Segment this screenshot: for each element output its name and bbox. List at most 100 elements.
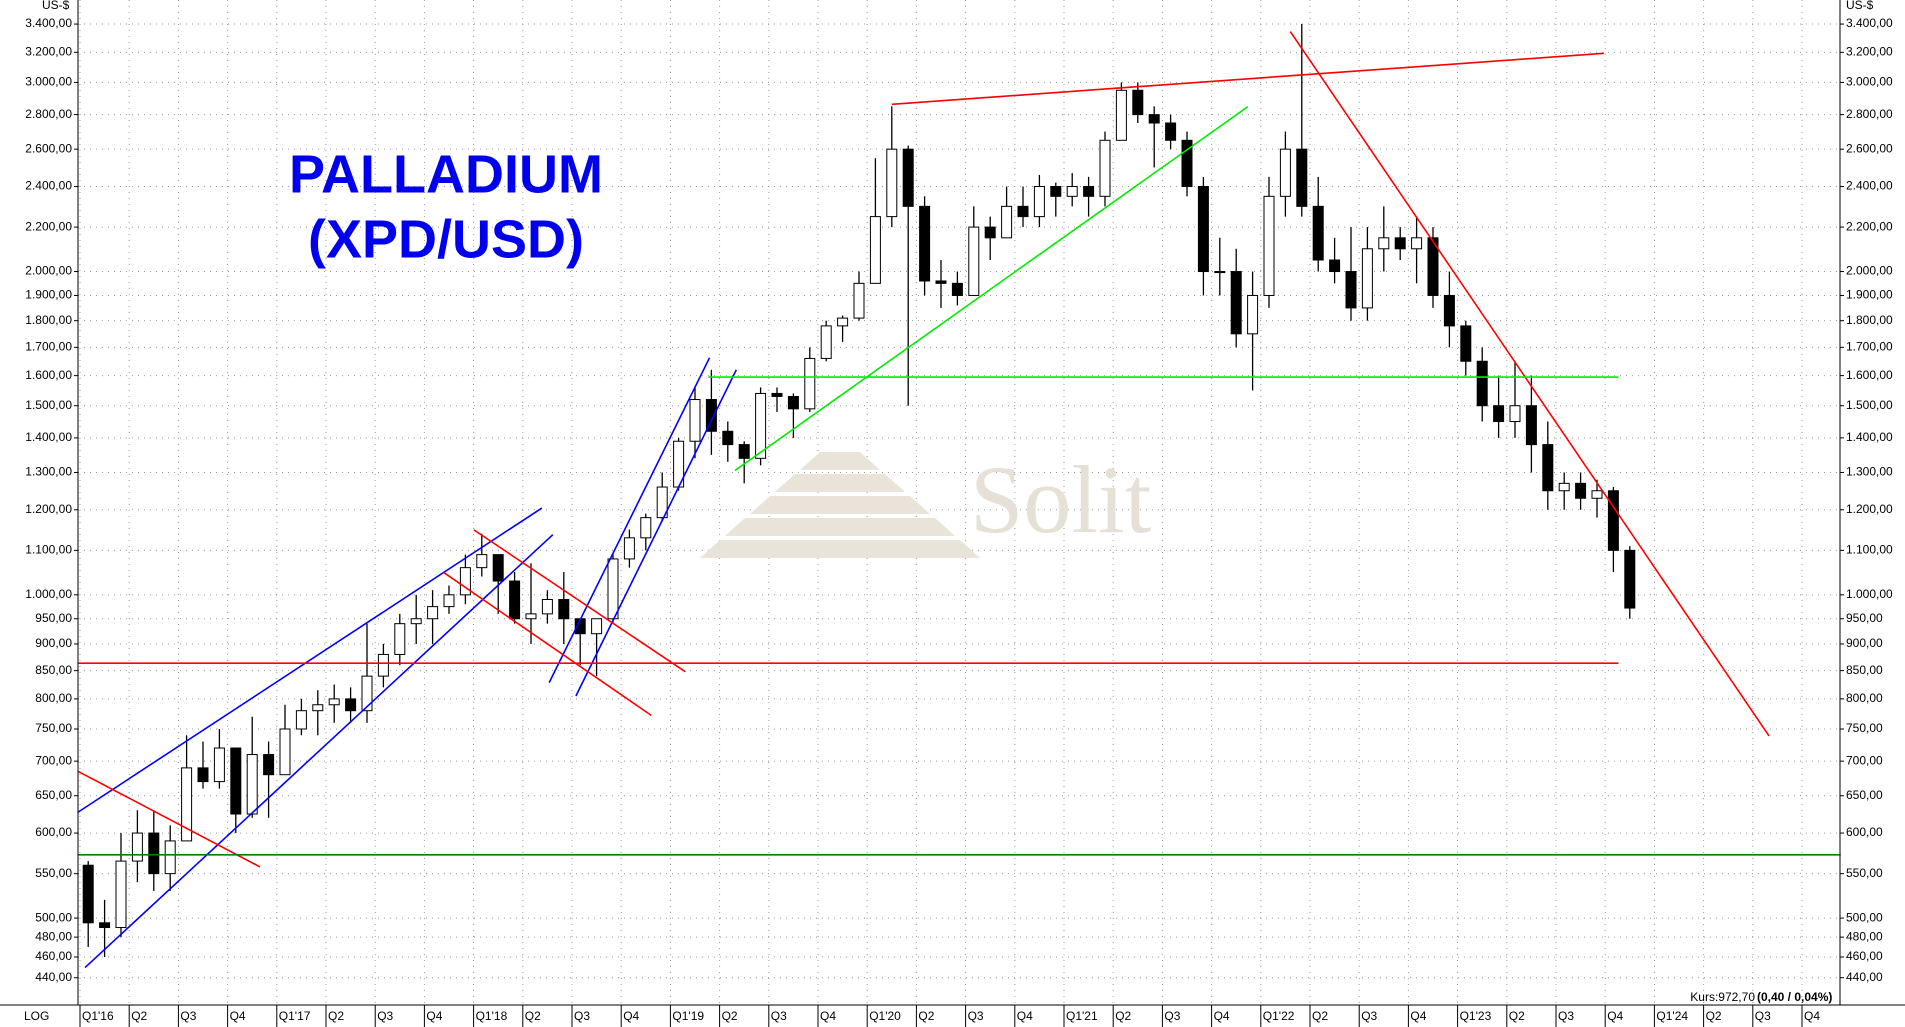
chart-title: (XPD/USD) [308, 209, 584, 269]
y-tick-label: 2.600,00 [1846, 141, 1893, 155]
y-tick-label: 2.800,00 [25, 107, 72, 121]
candle-body [1542, 444, 1554, 492]
y-tick-label: 600,00 [1846, 825, 1883, 839]
candle-body [1493, 405, 1505, 423]
candle-body [295, 710, 307, 730]
candle-body [427, 606, 439, 620]
y-tick-label: 700,00 [35, 753, 72, 767]
y-tick-label: 3.200,00 [1846, 45, 1893, 59]
candle-body [656, 486, 668, 519]
y-tick-label: 1.000,00 [1846, 587, 1893, 601]
x-tick-label: Q3 [180, 1009, 196, 1023]
candle-body [689, 399, 701, 442]
y-tick-label: 1.000,00 [25, 587, 72, 601]
candle-body [115, 860, 127, 929]
x-tick-label: Q3 [968, 1009, 984, 1023]
y-unit: US-$ [1846, 0, 1874, 12]
y-tick-label: 500,00 [35, 910, 72, 924]
candle-body [591, 618, 603, 635]
x-tick-label: Q1'21 [1066, 1009, 1098, 1023]
candle-body [345, 698, 357, 712]
candle-body [1591, 490, 1603, 499]
candle-body [935, 280, 947, 284]
candle-body [1296, 148, 1308, 207]
candle-body [1050, 186, 1062, 197]
candle-body [164, 840, 176, 875]
candle-body [869, 216, 881, 284]
y-tick-label: 850,00 [1846, 663, 1883, 677]
y-tick-label: 1.700,00 [1846, 340, 1893, 354]
x-tick-label: Q4 [1017, 1009, 1033, 1023]
x-tick-label: Q1'19 [672, 1009, 704, 1023]
candle-body [99, 922, 111, 929]
y-tick-label: 650,00 [35, 788, 72, 802]
x-tick-label: Q2 [722, 1009, 738, 1023]
candle-body [525, 613, 537, 620]
y-tick-label: 800,00 [35, 691, 72, 705]
y-tick-label: 2.400,00 [1846, 179, 1893, 193]
x-tick-label: Q2 [1115, 1009, 1131, 1023]
y-tick-label: 900,00 [35, 636, 72, 650]
y-tick-label: 1.400,00 [25, 430, 72, 444]
y-tick-label: 440,00 [35, 970, 72, 984]
y-tick-label: 950,00 [1846, 611, 1883, 625]
candle-body [328, 698, 340, 706]
y-tick-label: 480,00 [1846, 929, 1883, 943]
candle-body [919, 205, 931, 282]
x-tick-label: Q4 [1410, 1009, 1426, 1023]
x-tick-label: Q3 [1558, 1009, 1574, 1023]
x-tick-label: Q4 [1607, 1009, 1623, 1023]
x-tick-label: Q4 [623, 1009, 639, 1023]
y-tick-label: 440,00 [1846, 970, 1883, 984]
candle-body [1607, 490, 1619, 551]
x-tick-label: Q2 [1312, 1009, 1328, 1023]
x-tick-label: Q4 [820, 1009, 836, 1023]
candle-body [181, 767, 193, 842]
candle-body [312, 704, 324, 712]
x-tick-label: Q2 [1706, 1009, 1722, 1023]
y-tick-label: 800,00 [1846, 691, 1883, 705]
y-tick-label: 1.300,00 [25, 465, 72, 479]
candle-body [738, 444, 750, 459]
candle-body [1509, 405, 1521, 423]
y-tick-label: 850,00 [35, 663, 72, 677]
candle-body [541, 599, 553, 615]
y-tick-label: 480,00 [35, 929, 72, 943]
y-tick-label: 550,00 [1846, 866, 1883, 880]
y-tick-label: 3.000,00 [25, 75, 72, 89]
y-tick-label: 1.900,00 [25, 288, 72, 302]
candle-body [1197, 186, 1209, 273]
y-tick-label: 2.000,00 [1846, 264, 1893, 278]
y-tick-label: 1.600,00 [25, 368, 72, 382]
y-tick-label: 1.200,00 [1846, 502, 1893, 516]
y-tick-label: 1.700,00 [25, 340, 72, 354]
y-tick-label: 1.100,00 [1846, 543, 1893, 557]
trend-line [443, 572, 651, 715]
x-tick-label: Q2 [918, 1009, 934, 1023]
candle-body [1345, 271, 1357, 309]
candle-body [148, 832, 160, 875]
y-tick-label: 2.000,00 [25, 264, 72, 278]
y-tick-label: 1.800,00 [1846, 313, 1893, 327]
y-tick-label: 600,00 [35, 825, 72, 839]
candle-body [837, 317, 849, 327]
y-tick-label: 1.600,00 [1846, 368, 1893, 382]
y-tick-label: 2.600,00 [25, 141, 72, 155]
y-tick-label: 500,00 [1846, 910, 1883, 924]
candle-body [1411, 237, 1423, 250]
y-tick-label: 3.000,00 [1846, 75, 1893, 89]
x-tick-label: Q1'22 [1263, 1009, 1295, 1023]
candle-body [230, 747, 242, 815]
y-tick-label: 1.400,00 [1846, 430, 1893, 444]
candle-body [197, 767, 209, 783]
y-tick-label: 950,00 [35, 611, 72, 625]
x-tick-label: Q2 [525, 1009, 541, 1023]
candle-body [377, 653, 389, 677]
candle-body [1115, 89, 1127, 141]
candle-body [82, 864, 94, 924]
candle-body [279, 728, 291, 776]
candle-body [1378, 237, 1390, 250]
candle-body [131, 832, 143, 862]
trend-line [576, 370, 736, 696]
candle-body [722, 430, 734, 446]
